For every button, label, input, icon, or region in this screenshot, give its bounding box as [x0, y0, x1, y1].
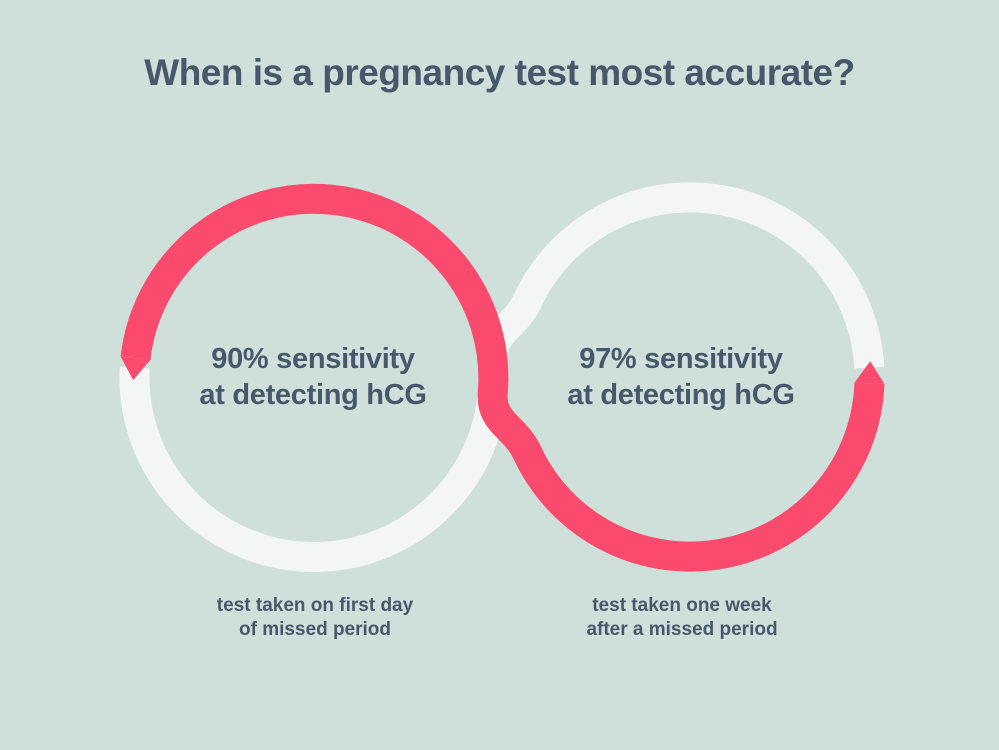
left-ring-stat-label: 90% sensitivity at detecting hCG [143, 341, 483, 413]
pink-ribbon [120, 183, 885, 572]
left-ring-caption: test taken on first day of missed period [165, 594, 465, 642]
right-caption-line2: after a missed period [586, 619, 778, 640]
page-title: When is a pregnancy test most accurate? [144, 52, 855, 93]
left-caption-line2: of missed period [238, 619, 392, 640]
right-stat-line2: at detecting hCG [567, 379, 795, 411]
pink-arrow-tip-right [854, 361, 885, 384]
right-ring-caption: test taken one week after a missed perio… [532, 594, 832, 642]
right-stat-line1: 97% sensitivity [579, 343, 783, 375]
left-stat-line2: at detecting hCG [199, 379, 427, 411]
left-stat-line1: 90% sensitivity [211, 343, 415, 375]
pink-arrow-tip-left [120, 356, 151, 381]
left-caption-line1: test taken on first day [216, 595, 414, 616]
right-caption-line1: test taken one week [592, 595, 772, 616]
right-ring-stat-label: 97% sensitivity at detecting hCG [511, 341, 851, 413]
